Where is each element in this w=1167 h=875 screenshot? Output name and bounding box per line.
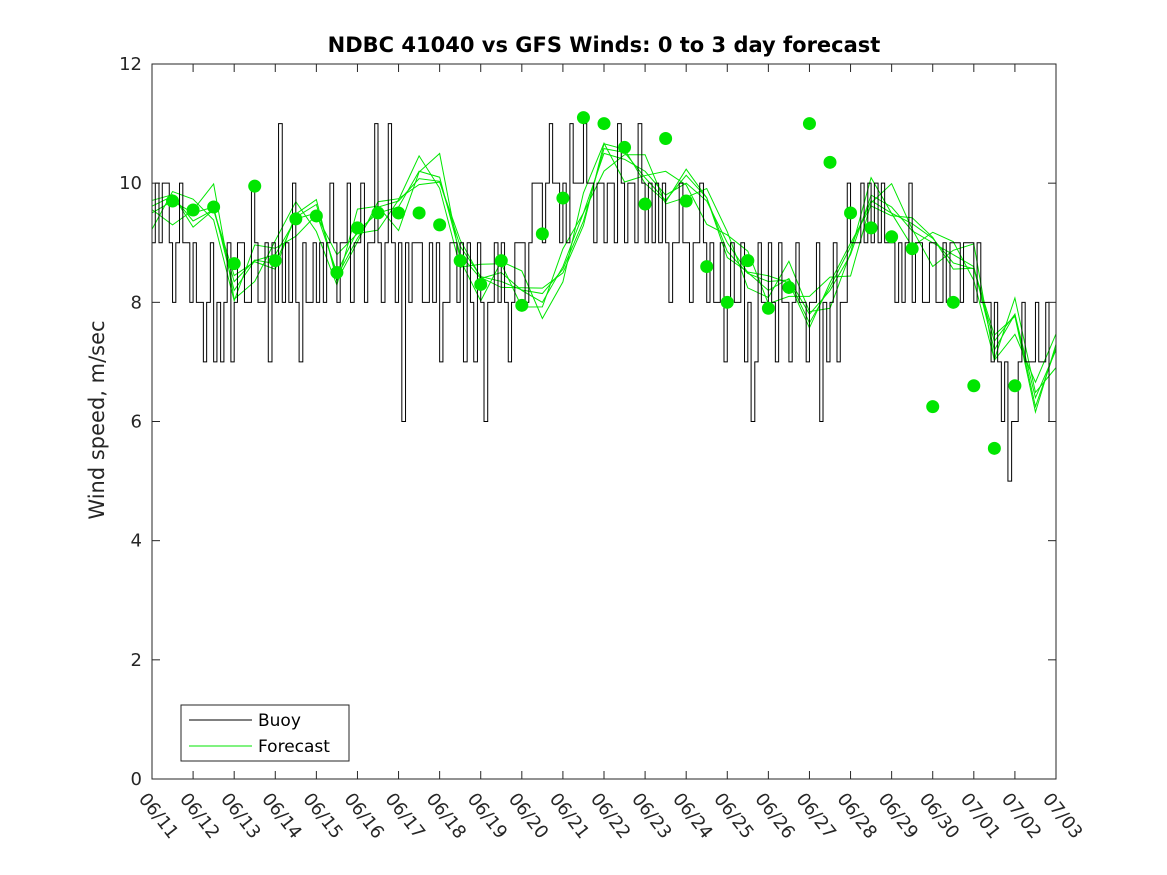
forecast-marker xyxy=(720,295,734,309)
forecast-marker xyxy=(207,200,221,214)
y-tick-label: 6 xyxy=(131,412,142,433)
forecast-line xyxy=(151,142,1057,384)
forecast-marker xyxy=(515,298,529,312)
forecast-marker xyxy=(412,206,426,220)
forecast-marker xyxy=(741,254,755,268)
forecast-marker xyxy=(1008,379,1022,393)
forecast-line xyxy=(151,152,1057,400)
forecast-marker xyxy=(782,280,796,294)
forecast-marker xyxy=(597,117,611,131)
forecast-marker xyxy=(350,221,364,235)
forecast-marker xyxy=(844,206,858,220)
forecast-marker xyxy=(638,197,652,211)
y-tick-label: 8 xyxy=(131,292,142,313)
forecast-marker xyxy=(248,179,262,193)
y-tick-label: 2 xyxy=(131,650,142,671)
forecast-lines xyxy=(151,142,1057,415)
forecast-marker xyxy=(186,203,200,217)
forecast-marker xyxy=(371,206,385,220)
forecast-marker xyxy=(885,230,899,244)
forecast-marker xyxy=(166,194,180,208)
forecast-marker xyxy=(433,218,447,232)
forecast-marker xyxy=(289,212,303,226)
forecast-marker xyxy=(392,206,406,220)
legend-forecast-label: Forecast xyxy=(258,737,330,757)
forecast-marker xyxy=(761,301,775,315)
forecast-marker xyxy=(864,221,878,235)
forecast-line xyxy=(151,148,1057,409)
forecast-marker xyxy=(474,277,488,291)
legend-buoy-label: Buoy xyxy=(258,711,301,731)
forecast-marker xyxy=(268,254,282,268)
forecast-marker xyxy=(823,155,837,169)
forecast-marker xyxy=(967,379,981,393)
forecast-marker xyxy=(618,140,632,154)
forecast-marker xyxy=(926,400,940,414)
y-tick-label: 4 xyxy=(131,531,142,552)
forecast-marker xyxy=(946,295,960,309)
y-axis-label: Wind speed, m/sec xyxy=(85,320,109,519)
forecast-markers xyxy=(166,111,1022,455)
forecast-marker xyxy=(987,441,1001,455)
y-tick-label: 10 xyxy=(119,173,142,194)
forecast-marker xyxy=(227,257,241,271)
forecast-marker xyxy=(330,266,344,280)
forecast-marker xyxy=(700,260,714,274)
forecast-marker xyxy=(309,209,323,223)
legend: Buoy Forecast xyxy=(180,704,350,762)
forecast-marker xyxy=(679,194,693,208)
forecast-marker xyxy=(802,117,816,131)
plot-area xyxy=(151,63,1057,780)
forecast-marker xyxy=(453,254,467,268)
forecast-marker xyxy=(556,191,570,205)
y-tick-label: 12 xyxy=(119,54,142,75)
forecast-marker xyxy=(659,131,673,145)
y-axis: 0 2 4 6 8 10 12 xyxy=(119,54,1056,790)
chart-title: NDBC 41040 vs GFS Winds: 0 to 3 day fore… xyxy=(328,33,881,57)
forecast-marker xyxy=(494,254,508,268)
forecast-marker xyxy=(576,111,590,125)
y-tick-label: 0 xyxy=(131,769,142,790)
legend-box xyxy=(180,704,350,762)
forecast-line xyxy=(151,154,1057,394)
forecast-marker xyxy=(905,242,919,256)
forecast-marker xyxy=(535,227,549,241)
